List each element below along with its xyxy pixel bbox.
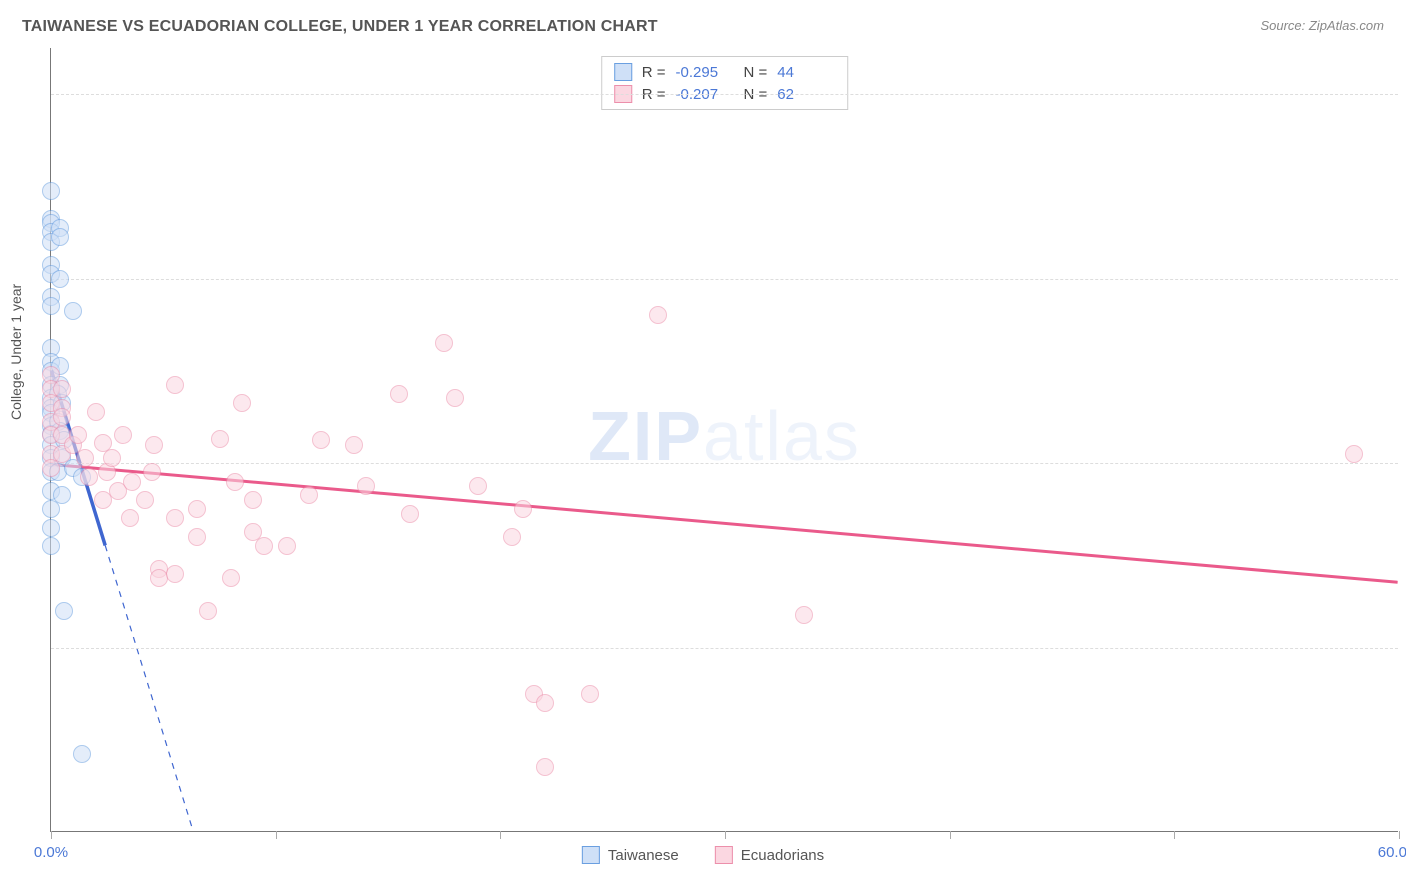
- correlation-stats-legend: R =-0.295N =44R =-0.207N =62: [601, 56, 849, 110]
- scatter-point: [222, 569, 240, 587]
- scatter-point: [42, 500, 60, 518]
- scatter-point: [80, 468, 98, 486]
- legend-swatch-icon: [614, 63, 632, 81]
- gridline-h: [51, 94, 1398, 95]
- scatter-point: [55, 602, 73, 620]
- legend-label: Taiwanese: [608, 847, 679, 864]
- x-tick: [725, 831, 726, 839]
- scatter-point: [244, 491, 262, 509]
- scatter-point: [536, 758, 554, 776]
- scatter-point: [64, 302, 82, 320]
- scatter-point: [401, 505, 419, 523]
- scatter-point: [357, 477, 375, 495]
- scatter-point: [42, 182, 60, 200]
- scatter-point: [503, 528, 521, 546]
- scatter-point: [211, 430, 229, 448]
- scatter-point: [795, 606, 813, 624]
- scatter-point: [233, 394, 251, 412]
- legend-swatch-icon: [582, 846, 600, 864]
- scatter-point: [166, 509, 184, 527]
- chart-plot-area: ZIPatlas R =-0.295N =44R =-0.207N =62 40…: [50, 48, 1398, 832]
- stat-n-label: N =: [744, 64, 768, 81]
- x-tick: [276, 831, 277, 839]
- scatter-point: [188, 528, 206, 546]
- scatter-point: [188, 500, 206, 518]
- x-tick: [500, 831, 501, 839]
- stat-n-value: 44: [777, 64, 835, 81]
- scatter-point: [136, 491, 154, 509]
- scatter-point: [226, 473, 244, 491]
- scatter-point: [300, 486, 318, 504]
- scatter-point: [514, 500, 532, 518]
- legend-item: Ecuadorians: [715, 846, 824, 864]
- gridline-h: [51, 279, 1398, 280]
- scatter-point: [114, 426, 132, 444]
- scatter-point: [42, 297, 60, 315]
- scatter-point: [435, 334, 453, 352]
- scatter-point: [1345, 445, 1363, 463]
- trend-line-extrapolated: [105, 545, 193, 831]
- stat-r-value: -0.295: [676, 64, 734, 81]
- gridline-h: [51, 648, 1398, 649]
- scatter-point: [73, 745, 91, 763]
- source-name: ZipAtlas.com: [1309, 18, 1384, 33]
- x-tick: [1174, 831, 1175, 839]
- source-credit: Source: ZipAtlas.com: [1260, 18, 1384, 33]
- series-legend: Taiwanese Ecuadorians: [582, 846, 824, 864]
- y-tick-label: 80.0%: [1400, 270, 1406, 287]
- scatter-point: [581, 685, 599, 703]
- scatter-point: [51, 270, 69, 288]
- x-tick-label: 60.0%: [1378, 844, 1406, 861]
- scatter-point: [51, 228, 69, 246]
- scatter-point: [42, 537, 60, 555]
- stats-row: R = -0.295 N = 44: [612, 61, 838, 83]
- x-tick-label: 0.0%: [34, 844, 68, 861]
- scatter-point: [390, 385, 408, 403]
- scatter-point: [143, 463, 161, 481]
- scatter-point: [53, 408, 71, 426]
- scatter-point: [255, 537, 273, 555]
- scatter-point: [199, 602, 217, 620]
- scatter-point: [69, 426, 87, 444]
- scatter-point: [166, 565, 184, 583]
- scatter-point: [87, 403, 105, 421]
- scatter-point: [345, 436, 363, 454]
- scatter-point: [145, 436, 163, 454]
- y-tick-label: 40.0%: [1400, 639, 1406, 656]
- chart-title: TAIWANESE VS ECUADORIAN COLLEGE, UNDER 1…: [22, 18, 658, 36]
- scatter-point: [278, 537, 296, 555]
- scatter-point: [42, 519, 60, 537]
- legend-item: Taiwanese: [582, 846, 679, 864]
- y-tick-label: 60.0%: [1400, 455, 1406, 472]
- source-prefix: Source:: [1260, 18, 1308, 33]
- scatter-point: [166, 376, 184, 394]
- scatter-point: [469, 477, 487, 495]
- scatter-point: [76, 449, 94, 467]
- scatter-point: [536, 694, 554, 712]
- scatter-point: [446, 389, 464, 407]
- y-axis-label: College, Under 1 year: [8, 284, 24, 420]
- scatter-point: [103, 449, 121, 467]
- x-tick: [51, 831, 52, 839]
- x-tick: [1399, 831, 1400, 839]
- scatter-point: [649, 306, 667, 324]
- gridline-h: [51, 463, 1398, 464]
- legend-label: Ecuadorians: [741, 847, 824, 864]
- scatter-point: [121, 509, 139, 527]
- legend-swatch-icon: [715, 846, 733, 864]
- trend-lines-layer: [51, 48, 1398, 831]
- scatter-point: [42, 459, 60, 477]
- y-tick-label: 100.0%: [1400, 86, 1406, 103]
- scatter-point: [312, 431, 330, 449]
- stat-r-label: R =: [642, 64, 666, 81]
- scatter-point: [123, 473, 141, 491]
- x-tick: [950, 831, 951, 839]
